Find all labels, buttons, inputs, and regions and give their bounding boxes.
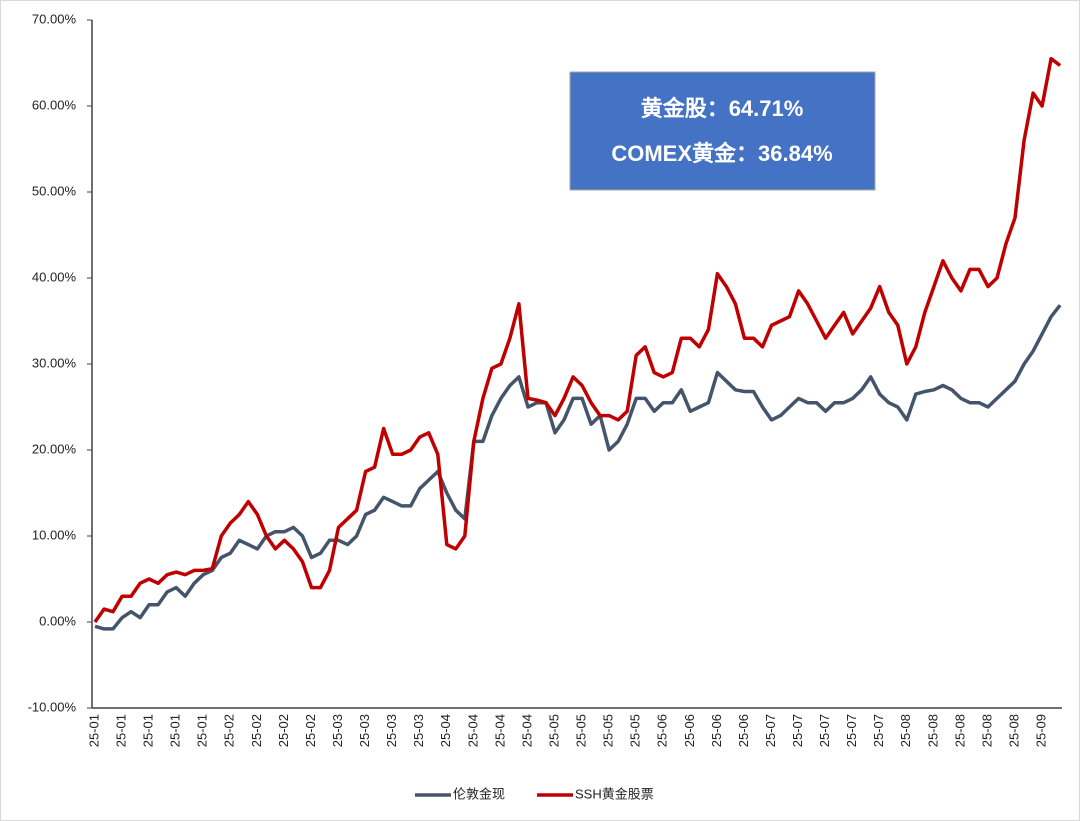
series-line <box>93 56 1062 624</box>
x-tick-label: 25-04 <box>492 714 507 747</box>
y-tick-label: 70.00% <box>32 11 77 26</box>
x-tick-label: 25-03 <box>411 714 426 747</box>
x-tick-label: 25-05 <box>601 714 616 747</box>
y-tick-label: 0.00% <box>39 613 76 628</box>
x-tick-label: 25-02 <box>303 714 318 747</box>
x-tick-label: 25-06 <box>682 714 697 747</box>
y-tick-label: -10.00% <box>28 699 77 714</box>
x-tick-label: 25-08 <box>1006 714 1021 747</box>
x-tick-label: 25-01 <box>168 714 183 747</box>
legend-label: 伦敦金现 <box>453 786 505 801</box>
x-tick-label: 25-01 <box>86 714 101 747</box>
x-tick-label: 25-03 <box>357 714 372 747</box>
x-tick-label: 25-07 <box>817 714 832 747</box>
x-tick-label: 25-09 <box>1034 714 1049 747</box>
x-tick-label: 25-02 <box>222 714 237 747</box>
legend-label: SSH黄金股票 <box>575 786 654 801</box>
x-tick-label: 25-08 <box>925 714 940 747</box>
x-tick-label: 25-08 <box>952 714 967 747</box>
x-tick-label: 25-06 <box>736 714 751 747</box>
x-tick-label: 25-04 <box>519 714 534 747</box>
x-tick-label: 25-06 <box>709 714 724 747</box>
x-tick-label: 25-07 <box>871 714 886 747</box>
x-tick-label: 25-05 <box>628 714 643 747</box>
annotation-box <box>569 71 876 191</box>
x-tick-label: 25-04 <box>438 714 453 747</box>
y-tick-label: 60.00% <box>32 97 77 112</box>
x-tick-label: 25-07 <box>790 714 805 747</box>
x-tick-label: 25-01 <box>141 714 156 747</box>
x-tick-label: 25-01 <box>195 714 210 747</box>
y-tick-label: 50.00% <box>32 183 77 198</box>
y-tick-label: 40.00% <box>32 269 77 284</box>
x-tick-label: 25-08 <box>979 714 994 747</box>
x-tick-label: 25-03 <box>384 714 399 747</box>
x-tick-label: 25-07 <box>763 714 778 747</box>
x-tick-label: 25-05 <box>574 714 589 747</box>
x-tick-label: 25-08 <box>898 714 913 747</box>
y-tick-label: 30.00% <box>32 355 77 370</box>
y-tick-label: 20.00% <box>32 441 77 456</box>
annotation: 黄金股：64.71% <box>641 96 804 121</box>
x-tick-label: 25-03 <box>330 714 345 747</box>
x-tick-label: 25-05 <box>546 714 561 747</box>
annotation: COMEX黄金：36.84% <box>611 141 832 166</box>
series-line <box>94 304 1062 631</box>
x-tick-label: 25-01 <box>113 714 128 747</box>
x-tick-label: 25-02 <box>276 714 291 747</box>
x-tick-label: 25-06 <box>655 714 670 747</box>
x-tick-label: 25-04 <box>465 714 480 747</box>
y-tick-label: 10.00% <box>32 527 77 542</box>
x-tick-label: 25-02 <box>249 714 264 747</box>
x-tick-label: 25-07 <box>844 714 859 747</box>
